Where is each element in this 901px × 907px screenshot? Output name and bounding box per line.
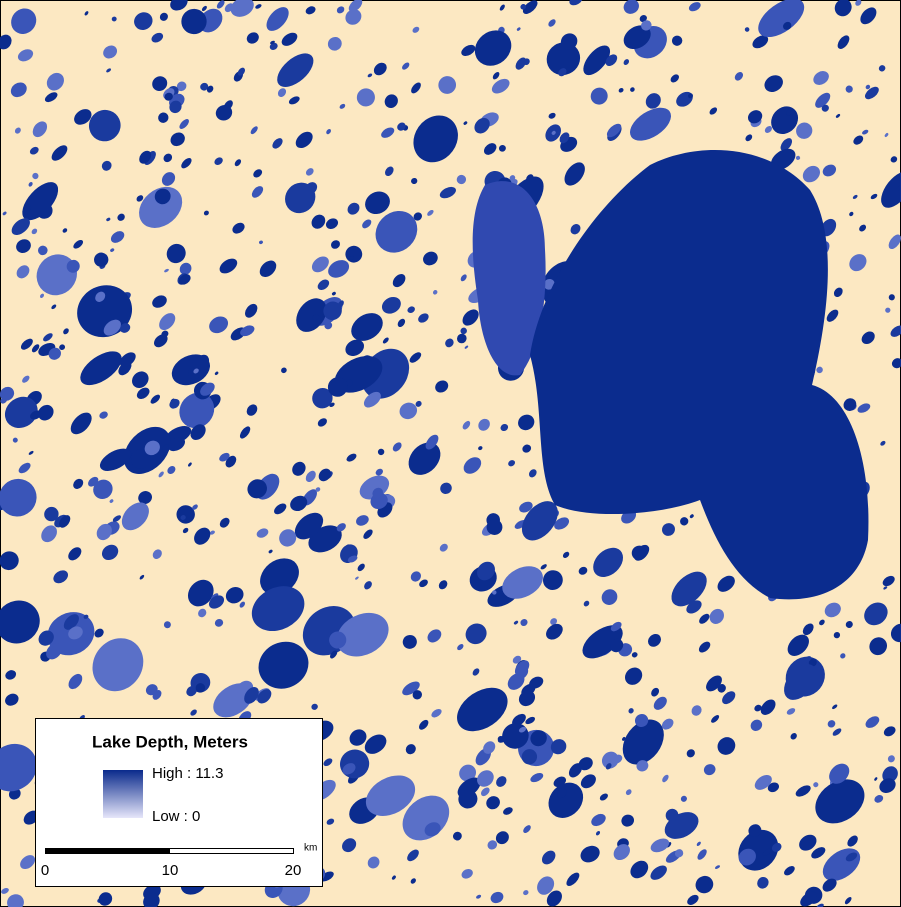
legend-ramp <box>103 770 143 818</box>
legend-high: High : 11.3 <box>152 765 223 782</box>
scale-bar-white <box>170 849 294 854</box>
scale-label: 10 <box>162 862 179 879</box>
scale-unit: km <box>304 843 317 854</box>
map: Lake Depth, Meters High : 11.3 Low : 0 0… <box>0 0 901 907</box>
scale-label: 20 <box>285 862 302 879</box>
legend: Lake Depth, Meters High : 11.3 Low : 0 0… <box>36 719 323 887</box>
legend-low: Low : 0 <box>152 808 200 825</box>
legend-title: Lake Depth, Meters <box>92 732 248 751</box>
scale-label: 0 <box>41 862 49 879</box>
scale-bar-black <box>45 848 169 854</box>
